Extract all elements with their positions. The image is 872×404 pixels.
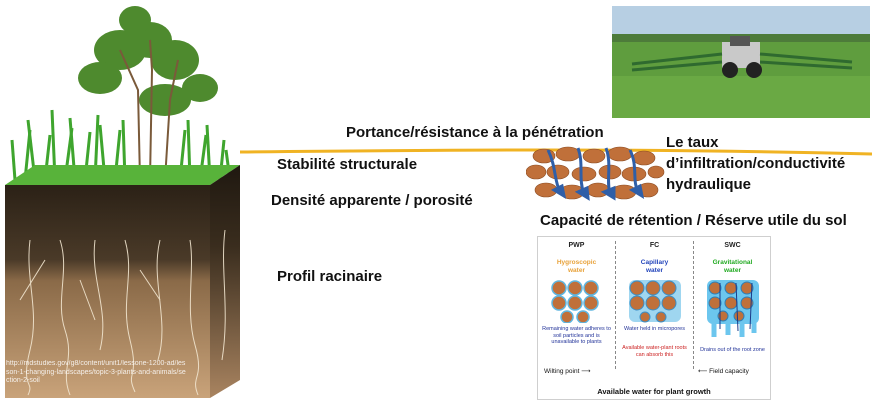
label-taux-3: hydraulique [666,176,752,193]
water-type-line1: Capillary [640,259,669,266]
soil-particles [526,146,665,200]
water-type-line1: Gravitational [712,259,753,266]
panel-divider [693,241,694,369]
arrow-right-icon: ⟶ [579,368,591,375]
water-description: Remaining water adheres to soil particle… [542,326,611,345]
field-capacity-label: ⟵ Field capacity [698,367,749,375]
tractor-field-photo [612,6,870,118]
arrow-left-icon: ⟵ [698,368,710,375]
particles-pwp-icon [551,280,599,323]
column-header: SWC [724,242,741,249]
column-header: PWP [568,242,585,249]
water-type-line2: water [568,267,585,274]
boom-sprayer-icon [631,52,853,72]
panel-footer: Available water for plant growth [597,387,711,396]
water-description: Water held in micropores [624,326,685,332]
column-swc: SWC Gravitational water Drains out of th… [694,237,771,377]
label-capacite: Capacité de rétention / Réserve utile du… [540,212,847,229]
wilting-point-label: Wilting point ⟶ [544,367,591,375]
column-fc: FC Capillary water Water held in micropo… [616,237,693,377]
label-portance: Portance/résistance à la pénétration [346,124,604,141]
wilting-point-text: Wilting point [544,368,580,375]
soil-water-panel: PWP Hygroscopic water Remaining water ad… [537,236,771,400]
label-densite: Densité apparente / porosité [271,192,473,209]
panel-divider [615,241,616,369]
column-pwp: PWP Hygroscopic water Remaining water ad… [538,237,615,377]
tractor-icon [722,36,762,78]
label-taux-2: d’infiltration/conductivité [666,155,846,172]
soil-particles-infiltration [526,146,665,201]
water-type-line2: water [724,267,741,274]
water-type-line2: water [646,267,663,274]
particles-swc-icon [707,280,759,337]
field-capacity-text: Field capacity [709,368,749,375]
root-system [19,229,226,396]
image-source-caption: http://mdstudies.gov/g8/content/unit1/le… [6,360,186,384]
particles-fc-icon [629,280,681,323]
label-profil: Profil racinaire [277,268,383,285]
water-description: Drains out of the root zone [700,347,765,353]
tree-cluster [78,6,218,116]
infiltration-arrows [546,147,645,201]
water-type-line1: Hygroscopic [556,259,597,266]
label-taux-1: Le taux [666,134,719,151]
soil-profile-illustration [5,6,240,398]
column-header: FC [649,242,660,249]
water-availability-note: Available water-plant roots can absorb t… [622,345,687,358]
label-stabilite: Stabilité structurale [277,156,418,173]
